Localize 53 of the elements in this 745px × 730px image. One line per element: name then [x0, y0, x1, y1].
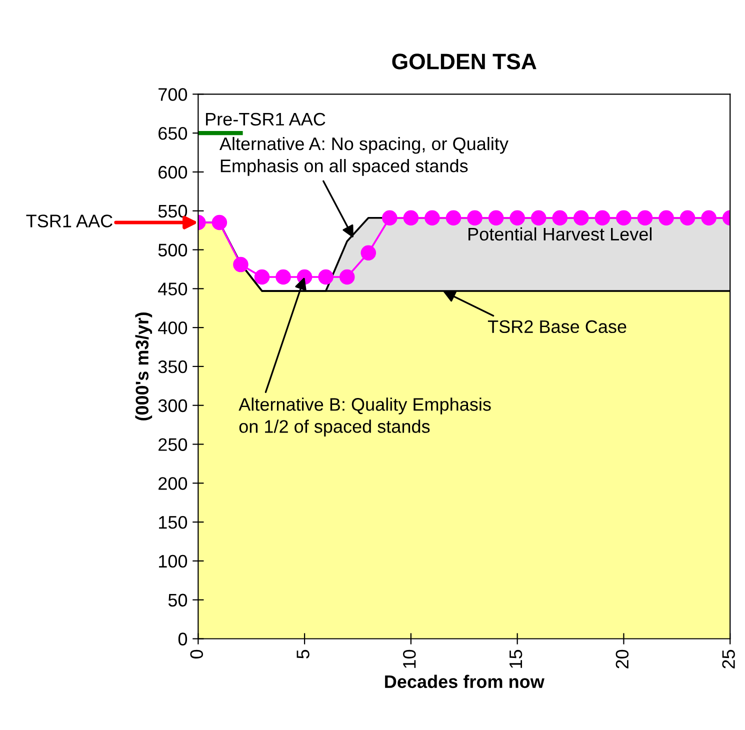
point	[360, 245, 376, 261]
y-tick-label: 450	[158, 282, 188, 296]
y-axis-title: (000's m3/yr)	[135, 312, 152, 420]
point	[574, 210, 589, 226]
point	[424, 210, 440, 226]
point	[488, 210, 504, 226]
x-tick-label: 5	[296, 650, 310, 658]
point	[616, 210, 632, 226]
x-tick-label: 0	[190, 650, 204, 658]
chart-title: GOLDEN TSA	[392, 54, 536, 70]
y-tick-label: 550	[158, 204, 188, 218]
point	[254, 269, 270, 285]
y-tick-label: 400	[158, 321, 188, 334]
point	[701, 210, 716, 226]
point	[446, 210, 462, 226]
point	[233, 256, 248, 272]
point	[530, 210, 546, 226]
y-tick-label: 150	[159, 516, 188, 529]
annotation: TSR2 Base Case	[488, 320, 626, 334]
x-tick-label: 25	[722, 650, 735, 668]
point	[467, 210, 482, 226]
y-tick-label: 700	[158, 88, 188, 101]
point	[403, 210, 419, 226]
annotation: Alternative A: No spacing, or Quality Emphasis on all spaced stands	[219, 136, 508, 176]
x-tick-label: 15	[510, 650, 522, 668]
point	[637, 210, 653, 226]
y-tick-label: 250	[158, 438, 188, 451]
series-label: Pre-TSR1 AAC	[206, 112, 326, 126]
y-tick-label: 100	[159, 554, 188, 568]
annotation: Alternative B: Quality Emphasis on 1/2 of spaced stands	[238, 398, 491, 436]
point	[594, 210, 610, 226]
x-tick-label: 20	[616, 650, 629, 668]
point	[318, 269, 334, 285]
point	[658, 210, 674, 226]
x-tick-label: 10	[403, 650, 416, 668]
annotation: TSR1 AAC	[26, 214, 112, 228]
y-tick-label: 0	[178, 632, 188, 646]
y-tick-label: 600	[158, 166, 188, 179]
x-axis-title: Decades from now	[385, 674, 544, 688]
y-tick-label: 200	[158, 477, 188, 490]
point	[510, 210, 525, 226]
y-tick-label: 300	[158, 399, 188, 412]
point	[552, 210, 568, 226]
point	[339, 269, 355, 285]
point	[680, 210, 696, 226]
y-tick-label: 650	[158, 127, 188, 140]
y-tick-label: 350	[158, 360, 188, 374]
y-tick-label: 50	[168, 594, 188, 607]
point	[276, 269, 291, 285]
annotation: Potential Harvest Level	[468, 227, 652, 241]
point	[212, 214, 228, 230]
point	[382, 210, 398, 226]
y-tick-label: 500	[158, 244, 188, 256]
